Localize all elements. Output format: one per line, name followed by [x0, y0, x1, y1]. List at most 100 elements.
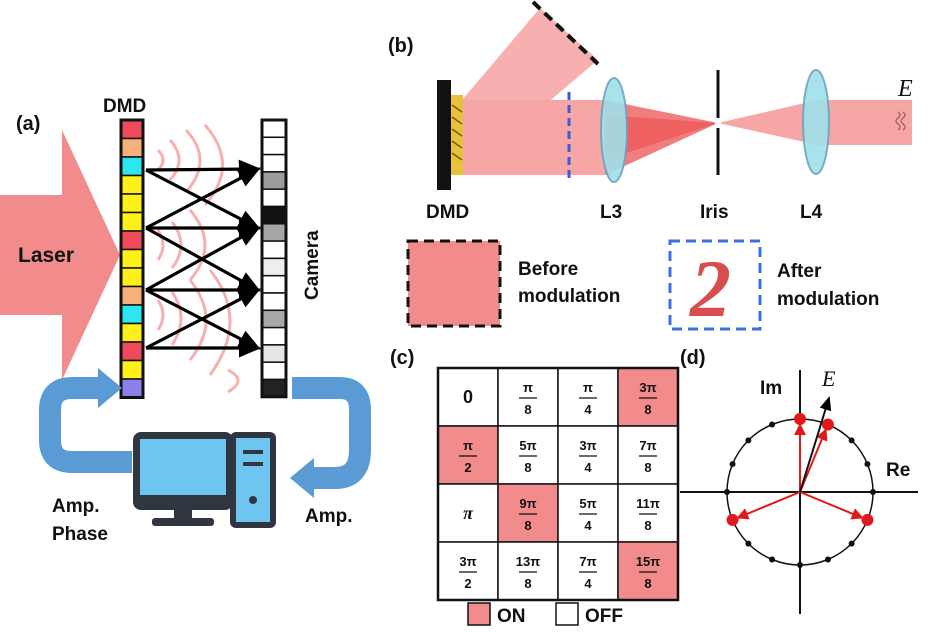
phase-point — [824, 556, 831, 563]
phase-point — [848, 437, 855, 444]
dmd-frame — [119, 118, 145, 399]
panel-d: (d) Im Re E — [680, 347, 918, 614]
camera-pixel — [261, 274, 287, 294]
on-phasor-vector — [799, 491, 864, 520]
phase-denominator: 2 — [464, 460, 471, 475]
phase-cell — [497, 541, 559, 601]
amp-phase-line2: Phase — [52, 524, 108, 545]
dmd-pixel — [120, 341, 144, 362]
dmd-mirrors-b — [451, 104, 463, 161]
lens-l4 — [802, 69, 830, 175]
camera-pixel — [261, 188, 287, 208]
phase-cell — [617, 367, 679, 427]
after-line1: After — [777, 261, 822, 282]
phase-cell — [557, 541, 619, 601]
legend-off-swatch — [555, 602, 579, 626]
phase-denominator: 4 — [584, 402, 592, 417]
phase-point — [769, 556, 776, 563]
legend-off-label: OFF — [585, 606, 623, 627]
dmd-pixel — [120, 322, 144, 343]
phase-cell — [557, 425, 619, 485]
phase-cell — [617, 425, 679, 485]
phase-cell — [617, 541, 679, 601]
camera-pixel — [261, 153, 287, 173]
dmd-pixel — [120, 211, 144, 232]
wavefront-marks — [895, 111, 906, 131]
phase-denominator: 4 — [584, 576, 592, 591]
on-phase-point — [794, 413, 806, 425]
main-beam — [462, 100, 612, 175]
phase-numerator: 7π — [639, 438, 656, 453]
dmd-pixel — [120, 119, 144, 140]
phase-cell — [557, 483, 619, 543]
on-phasor-vector — [736, 491, 801, 520]
before-line1: Before — [518, 259, 578, 280]
dmd-pixel — [120, 267, 144, 288]
phase-denominator: 4 — [584, 460, 592, 475]
camera-pixel — [261, 119, 287, 139]
amp-phase-line1: Amp. — [52, 496, 100, 517]
camera-pixel — [261, 361, 287, 381]
camera-pixel — [261, 309, 287, 329]
dmd-pixel — [120, 193, 144, 214]
phase-numerator: 3π — [579, 438, 596, 453]
focus-beam-inner — [605, 115, 718, 160]
camera-pixel — [261, 326, 287, 346]
camera-pixel — [261, 378, 287, 398]
dmd-device-b — [437, 80, 451, 190]
phase-numerator: 15π — [636, 554, 660, 569]
laser-arrow — [0, 130, 120, 380]
diverge-beam — [718, 100, 818, 145]
panel-c-label: (c) — [390, 347, 414, 369]
computer-icon — [133, 432, 276, 528]
dmd-to-camera-arrows — [145, 159, 262, 358]
phase-value: π — [463, 503, 474, 523]
phase-cell — [497, 367, 559, 427]
iris-opening — [715, 118, 721, 128]
phase-cell — [437, 541, 499, 601]
on-phase-point — [861, 513, 874, 526]
phase-cell — [557, 367, 619, 427]
dmd-pixel — [120, 248, 144, 269]
phase-numerator: 5π — [579, 496, 596, 511]
phase-denominator: 8 — [524, 576, 531, 591]
phase-numerator: 3π — [639, 380, 656, 395]
dmd-label-b: DMD — [426, 202, 469, 223]
phase-cell — [497, 425, 559, 485]
phase-point — [864, 461, 871, 468]
camera-pixel-column — [260, 118, 288, 399]
wave-arcs — [156, 124, 240, 394]
after-modulation-box — [668, 239, 762, 331]
phase-cell — [437, 425, 499, 485]
phase-numerator: 13π — [516, 554, 540, 569]
phase-point — [870, 489, 876, 495]
dmd-pixel — [120, 230, 144, 251]
amp-label: Amp. — [305, 506, 353, 527]
phase-grid: 0 π 8 π 4 3π 8 π 2 5π 8 3π 4 7π 8 π 9π 8 5π 4 11π 8 3π 2 13π 8 7π 4… — [436, 366, 680, 602]
dmd-pixel — [120, 174, 144, 195]
phase-point — [848, 540, 855, 547]
before-modulation-box — [406, 239, 502, 328]
camera-pixel — [261, 257, 287, 277]
phase-denominator: 4 — [584, 518, 592, 533]
phase-numerator: 11π — [636, 496, 660, 511]
phase-point — [729, 461, 736, 468]
camera-pixel — [261, 205, 287, 225]
phase-value: 0 — [463, 387, 473, 407]
on-phase-point — [821, 418, 834, 431]
panel-b: (b) E DMD L3 Iris L — [388, 0, 913, 334]
iris-label: Iris — [700, 202, 729, 223]
feedback-arrow-right — [290, 377, 371, 498]
camera-pixel — [261, 240, 287, 260]
phase-numerator: 5π — [519, 438, 536, 453]
after-line2: modulation — [777, 289, 879, 310]
camera-pixel — [261, 171, 287, 190]
panel-b-label: (b) — [388, 35, 414, 57]
on-phase-point — [726, 513, 739, 526]
re-label: Re — [886, 460, 910, 481]
camera-pixel — [261, 223, 287, 242]
phase-denominator: 8 — [524, 518, 531, 533]
camera-pixel — [261, 136, 287, 156]
phase-point — [797, 562, 803, 568]
dmd-pixel — [120, 304, 144, 325]
